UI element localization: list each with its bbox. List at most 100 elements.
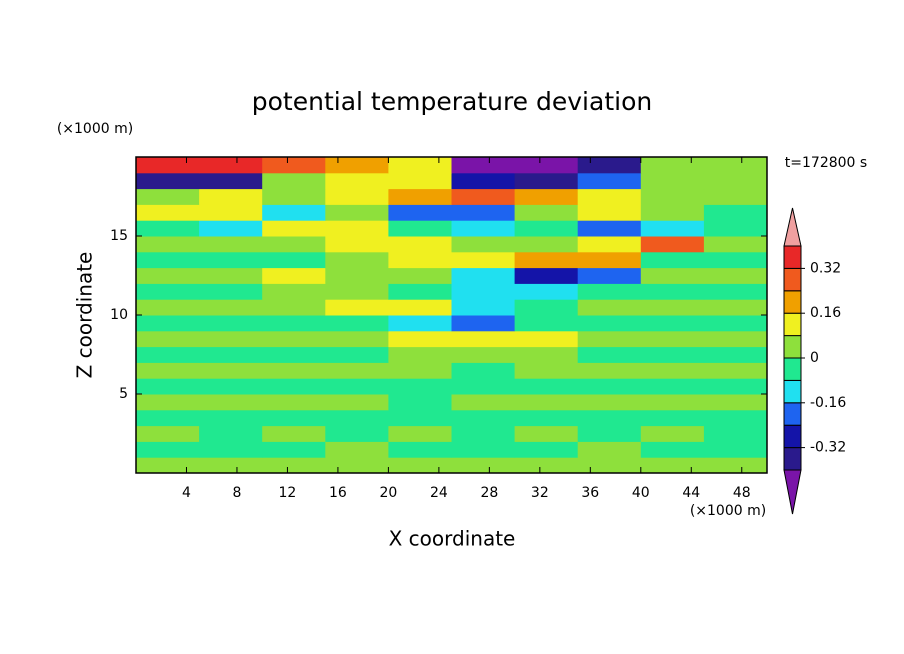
contour-cell: [640, 188, 705, 205]
contour-cell: [388, 236, 452, 253]
contour-cell: [325, 251, 389, 269]
contour-cell: [262, 236, 326, 253]
contour-cell: [136, 204, 200, 221]
contour-cell: [199, 236, 263, 253]
contour-cell: [262, 283, 326, 300]
contour-cell: [514, 172, 579, 190]
contour-cell: [325, 188, 389, 205]
contour-cell: [451, 267, 516, 284]
colorbar-box: [783, 424, 802, 449]
contour-cell: [640, 236, 705, 253]
x-tick-label: 28: [480, 485, 498, 501]
contour-cell: [514, 457, 579, 474]
contour-cell: [199, 425, 263, 442]
contour-cell: [577, 346, 642, 363]
contour-cell: [640, 172, 705, 190]
contour-cell: [136, 267, 200, 284]
contour-cell: [262, 330, 326, 348]
contour-cell: [451, 236, 516, 253]
contour-cell: [514, 157, 579, 174]
contour-cell: [640, 220, 705, 237]
contour-cell: [199, 220, 263, 237]
contour-cell: [325, 220, 389, 237]
contour-cell: [325, 315, 389, 332]
contour-cell: [325, 346, 389, 363]
contour-cell: [199, 394, 263, 411]
contour-cell: [388, 330, 452, 348]
contour-cell: [451, 425, 516, 442]
chart-title: potential temperature deviation: [252, 87, 652, 116]
contour-cell: [451, 394, 516, 411]
contour-cell: [640, 394, 705, 411]
contour-cell: [577, 441, 642, 458]
contour-cell: [514, 315, 579, 332]
contour-cell: [451, 409, 516, 427]
contour-cell: [262, 172, 326, 190]
contour-cell: [325, 299, 389, 316]
colorbar-tick-label: 0.16: [810, 305, 841, 321]
contour-cell: [136, 188, 200, 205]
contour-cell: [388, 267, 452, 284]
contour-cell: [388, 299, 452, 316]
contour-cell: [577, 283, 642, 300]
contour-cell: [577, 251, 642, 269]
contour-cell: [262, 425, 326, 442]
contour-cell: [451, 188, 516, 205]
contour-cell: [136, 394, 200, 411]
contour-cell: [703, 204, 768, 221]
x-tick-label: 4: [182, 485, 191, 501]
contour-cell: [199, 330, 263, 348]
contour-cell: [703, 283, 768, 300]
contour-cell: [577, 315, 642, 332]
contour-cell: [451, 315, 516, 332]
contour-cell: [199, 283, 263, 300]
contour-cell: [514, 251, 579, 269]
contour-cell: [199, 409, 263, 427]
contour-cell: [262, 457, 326, 474]
contour-cell: [703, 457, 768, 474]
contour-cell: [262, 251, 326, 269]
contour-cell: [703, 251, 768, 269]
contour-cell: [577, 236, 642, 253]
contour-cell: [325, 157, 389, 174]
contour-cell: [388, 283, 452, 300]
contour-cell: [262, 299, 326, 316]
contour-cell: [388, 251, 452, 269]
contour-cell: [514, 378, 579, 395]
contour-cell: [577, 220, 642, 237]
contour-cell: [325, 457, 389, 474]
colorbar-tick-label: 0.32: [810, 260, 841, 276]
contour-cell: [514, 362, 579, 379]
contour-cell: [388, 378, 452, 395]
contour-cell: [577, 330, 642, 348]
contour-cell: [388, 172, 452, 190]
contour-cell: [640, 346, 705, 363]
contour-cell: [703, 330, 768, 348]
contour-cell: [262, 362, 326, 379]
contour-cell: [577, 409, 642, 427]
contour-cell: [514, 299, 579, 316]
contour-cell: [262, 315, 326, 332]
contour-cell: [325, 378, 389, 395]
contour-cell: [451, 172, 516, 190]
contour-cell: [640, 441, 705, 458]
contour-cell: [640, 267, 705, 284]
contour-cell: [703, 299, 768, 316]
contour-cell: [451, 299, 516, 316]
contour-cell: [199, 315, 263, 332]
contour-cell: [640, 299, 705, 316]
x-tick-label: 16: [329, 485, 347, 501]
contour-cell: [325, 236, 389, 253]
contour-cell: [640, 409, 705, 427]
colorbar-box: [783, 335, 802, 359]
contour-cell: [325, 267, 389, 284]
contour-cell: [514, 394, 579, 411]
colorbar-tick-label: 0: [810, 350, 819, 366]
contour-cell: [703, 157, 768, 174]
contour-cell: [451, 204, 516, 221]
x-tick-label: 36: [581, 485, 599, 501]
contour-cell: [703, 172, 768, 190]
contour-cell: [262, 157, 326, 174]
contour-cell: [514, 346, 579, 363]
contour-cell: [325, 394, 389, 411]
